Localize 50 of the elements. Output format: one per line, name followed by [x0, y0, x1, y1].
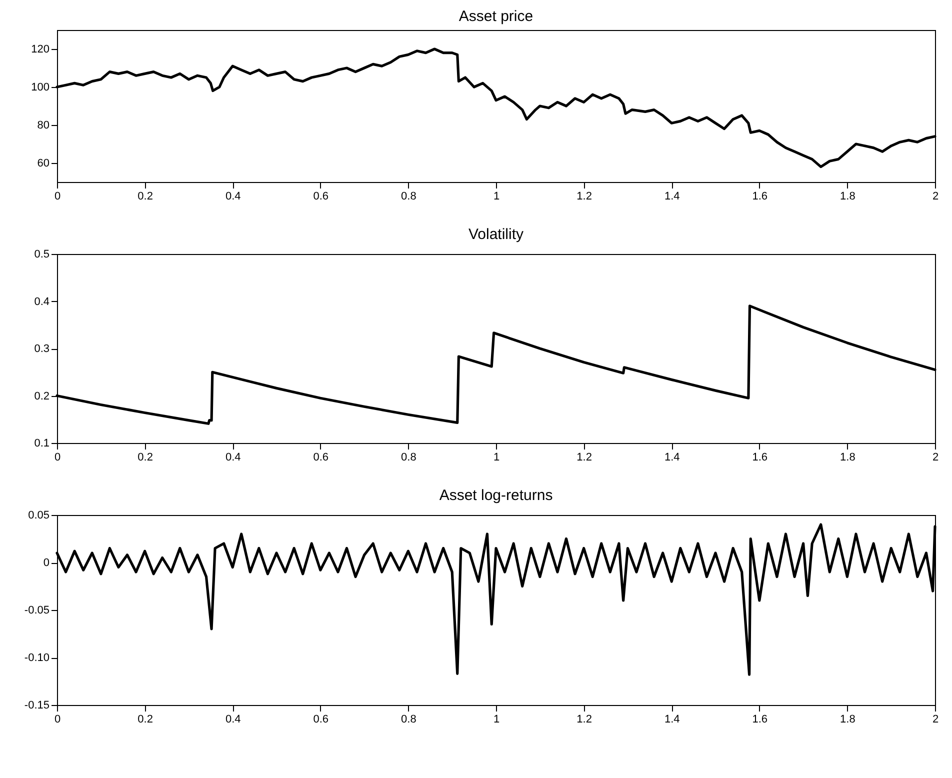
x-tick-label: 1.2 [576, 452, 592, 464]
x-tick-label: 1 [493, 714, 500, 726]
x-tick-label: 0 [54, 452, 61, 464]
x-tick-label: 0.6 [313, 452, 329, 464]
x-tick-label: 1.4 [664, 190, 680, 202]
x-tick-label: 1.4 [664, 452, 680, 464]
x-tick-label: 0.4 [225, 190, 241, 202]
y-tick-label: 0.05 [28, 510, 50, 522]
y-tick-label: 0.4 [34, 296, 50, 308]
x-tick-label: 1.8 [840, 190, 856, 202]
y-tick-label: -0.10 [24, 652, 50, 664]
x-tick-label: 0.4 [225, 452, 241, 464]
x-tick-label: 1.8 [840, 714, 856, 726]
x-tick-label: 2 [932, 190, 939, 202]
x-tick-label: 1.6 [752, 190, 768, 202]
y-tick-label: -0.15 [24, 700, 50, 712]
y-tick-label: 0 [43, 557, 50, 569]
x-tick-label: 0.8 [401, 452, 416, 464]
x-tick-label: 0.2 [138, 452, 153, 464]
x-tick-label: 2 [932, 452, 939, 464]
x-tick-label: 0.6 [313, 190, 329, 202]
x-tick-label: 0.8 [401, 190, 416, 202]
chart-title: Asset log-returns [439, 487, 553, 504]
y-tick-label: 120 [31, 44, 50, 56]
y-tick-label: 60 [37, 158, 50, 170]
y-tick-label: 0.1 [34, 438, 50, 450]
x-tick-label: 1.6 [752, 452, 768, 464]
chart-title: Volatility [468, 226, 524, 243]
y-tick-label: 0.5 [34, 248, 50, 260]
x-tick-label: 2 [932, 714, 939, 726]
x-tick-label: 0.6 [313, 714, 329, 726]
x-tick-label: 0.2 [138, 190, 153, 202]
y-tick-label: 80 [37, 120, 50, 132]
x-tick-label: 1 [493, 190, 500, 202]
x-tick-label: 0 [54, 190, 61, 202]
x-tick-label: 1 [493, 452, 500, 464]
x-tick-label: 0 [54, 714, 61, 726]
y-tick-label: 100 [31, 82, 50, 94]
x-tick-label: 1.4 [664, 714, 680, 726]
x-tick-label: 0.2 [138, 714, 153, 726]
x-tick-label: 1.8 [840, 452, 856, 464]
y-tick-label: 0.3 [34, 343, 50, 355]
x-tick-label: 0.4 [225, 714, 241, 726]
x-tick-label: 1.2 [576, 190, 592, 202]
y-tick-label: -0.05 [24, 604, 50, 616]
x-tick-label: 1.2 [576, 714, 592, 726]
x-tick-label: 1.6 [752, 714, 768, 726]
x-tick-label: 0.8 [401, 714, 416, 726]
y-tick-label: 0.2 [34, 390, 50, 402]
chart-title: Asset price [458, 8, 534, 25]
